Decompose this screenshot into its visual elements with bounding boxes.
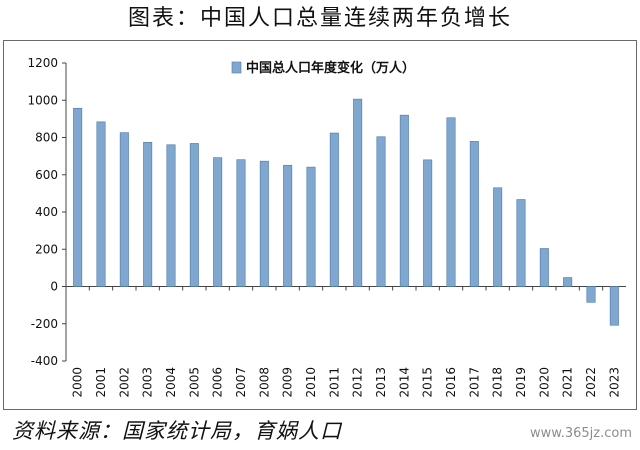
- bar: [539, 248, 549, 287]
- x-tick-label: 2002: [117, 367, 131, 398]
- y-tick-label: -200: [31, 317, 58, 331]
- bar: [119, 132, 129, 287]
- bar: [213, 157, 223, 287]
- bar-chart: -400 -200 0 200 400 600 800 1000 1200 2000 2001 200…: [27, 56, 626, 398]
- x-tick-label: 2000: [71, 367, 85, 398]
- y-tick-label: 1200: [27, 56, 58, 70]
- y-tick-label: 200: [35, 242, 58, 256]
- x-tick-label: 2017: [467, 367, 481, 398]
- bar: [189, 143, 199, 287]
- y-tick-label: 1000: [27, 93, 58, 107]
- bar: [423, 159, 433, 287]
- bar: [376, 136, 386, 287]
- bar: [283, 164, 293, 287]
- chart-frame: -400 -200 0 200 400 600 800 1000 1200 2000 2001 200…: [3, 40, 637, 410]
- x-tick-label: 2003: [141, 367, 155, 398]
- x-tick-label: 2012: [351, 367, 365, 398]
- bar: [143, 142, 153, 287]
- x-tick-label: 2010: [304, 367, 318, 398]
- bar: [446, 117, 456, 287]
- y-tick-label: 800: [35, 131, 58, 145]
- y-tick-label: -400: [31, 354, 58, 368]
- source-note: 资料来源：国家统计局，育娲人口: [12, 419, 342, 443]
- bar: [353, 98, 363, 287]
- bar: [73, 107, 83, 287]
- bar: [236, 159, 246, 287]
- bar: [329, 132, 339, 287]
- bar: [493, 187, 503, 287]
- x-tick-label: 2018: [491, 367, 505, 398]
- x-tick-label: 2007: [234, 367, 248, 398]
- bar: [563, 277, 573, 287]
- x-tick-label: 2016: [444, 367, 458, 398]
- x-tick-label: 2004: [164, 367, 178, 398]
- x-tick-label: 2020: [537, 367, 551, 398]
- bar: [609, 286, 619, 326]
- x-tick-label: 2009: [281, 367, 295, 398]
- bar: [469, 141, 479, 287]
- legend-swatch: [231, 61, 242, 74]
- x-tick-label: 2019: [514, 367, 528, 398]
- bar: [166, 144, 176, 287]
- x-tick-label: 2005: [187, 367, 201, 398]
- bar: [516, 199, 526, 287]
- watermark: www.365jz.com: [530, 426, 632, 441]
- x-tick-label: 2013: [374, 367, 388, 398]
- x-tick-label: 2015: [421, 367, 435, 398]
- x-tick-label: 2023: [607, 367, 621, 398]
- x-tick-label: 2008: [257, 367, 271, 398]
- x-tick-label: 2014: [397, 367, 411, 398]
- y-tick-label: 400: [35, 205, 58, 219]
- y-tick-label: 0: [50, 280, 58, 294]
- bar: [96, 121, 106, 287]
- x-tick-label: 2011: [327, 367, 341, 398]
- x-tick-label: 2001: [94, 367, 108, 398]
- x-tick-label: 2022: [584, 367, 598, 398]
- x-tick-label: 2006: [211, 367, 225, 398]
- bar: [306, 166, 316, 287]
- page-title: 图表：中国人口总量连续两年负增长: [127, 6, 512, 31]
- bar: [259, 160, 269, 287]
- bar: [399, 114, 409, 287]
- legend-label: 中国总人口年度变化（万人）: [246, 60, 415, 76]
- bar: [586, 286, 596, 303]
- x-tick-label: 2021: [561, 367, 575, 398]
- y-tick-label: 600: [35, 168, 58, 182]
